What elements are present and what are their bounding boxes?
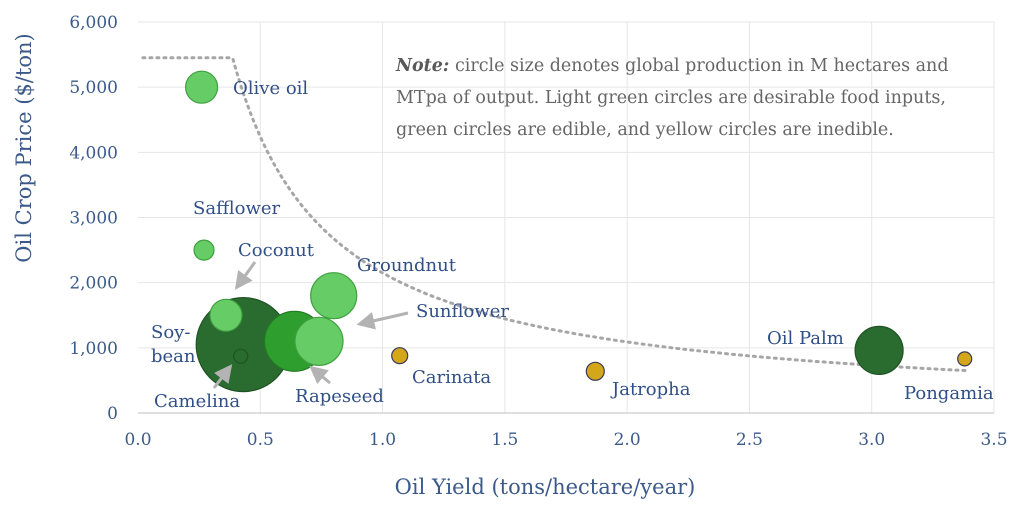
bubble-sunflower bbox=[294, 316, 344, 366]
grid-lines bbox=[138, 21, 995, 413]
label-olive-oil: Olive oil bbox=[233, 78, 308, 99]
chart-note: Note: circle size denotes global product… bbox=[396, 50, 986, 146]
y-tick-label: 4,000 bbox=[69, 143, 118, 163]
label-soybean-line1: Soy- bbox=[151, 322, 190, 343]
camelina-arrow bbox=[212, 364, 233, 389]
y-tick-label: 6,000 bbox=[69, 13, 118, 33]
x-tick-label: 1.0 bbox=[369, 430, 396, 450]
y-axis-title: Oil Crop Price ($/ton) bbox=[12, 33, 36, 262]
label-groundnut: Groundnut bbox=[357, 255, 457, 276]
bubble-olive-oil bbox=[185, 70, 219, 104]
label-sunflower: Sunflower bbox=[416, 301, 509, 322]
note-label: Note: bbox=[396, 56, 450, 76]
x-tick-label: 1.5 bbox=[491, 430, 518, 450]
y-tick-label: 0 bbox=[107, 404, 118, 424]
label-soybean-line2: bean bbox=[151, 346, 196, 367]
x-tick-labels: 0.0 0.5 1.0 1.5 2.0 2.5 3.0 3.5 bbox=[124, 430, 1007, 450]
label-camelina: Camelina bbox=[154, 391, 240, 412]
bubble-jatropha bbox=[585, 361, 605, 381]
label-safflower: Safflower bbox=[193, 198, 281, 219]
callout-arrows bbox=[212, 261, 409, 389]
x-tick-label: 2.0 bbox=[614, 430, 641, 450]
sunflower-arrow bbox=[356, 311, 409, 330]
bubble-oil-palm bbox=[854, 325, 904, 375]
label-jatropha: Jatropha bbox=[610, 379, 691, 400]
x-tick-label: 2.5 bbox=[736, 430, 763, 450]
y-tick-labels: 0 1,000 2,000 3,000 4,000 5,000 6,000 bbox=[69, 13, 118, 424]
bubble-carinata bbox=[391, 347, 409, 365]
label-pongamia: Pongamia bbox=[904, 383, 994, 404]
label-coconut: Coconut bbox=[238, 240, 315, 261]
x-tick-label: 0.0 bbox=[124, 430, 151, 450]
coconut-arrow bbox=[234, 261, 257, 290]
label-oil-palm: Oil Palm bbox=[767, 328, 844, 349]
trend-line bbox=[141, 56, 971, 373]
y-tick-label: 1,000 bbox=[69, 339, 118, 359]
x-axis-title: Oil Yield (tons/hectare/year) bbox=[395, 475, 696, 499]
x-tick-label: 0.5 bbox=[247, 430, 274, 450]
bubble-camelina bbox=[233, 348, 249, 364]
y-tick-label: 3,000 bbox=[69, 209, 118, 229]
bubble-pongamia bbox=[957, 351, 973, 367]
x-tick-label: 3.0 bbox=[858, 430, 885, 450]
bubble-groundnut bbox=[310, 272, 358, 320]
rapeseed-arrow bbox=[309, 365, 331, 385]
bubble-coconut bbox=[209, 298, 243, 332]
label-carinata: Carinata bbox=[412, 367, 491, 388]
note-text: circle size denotes global production in… bbox=[396, 56, 949, 140]
x-tick-label: 3.5 bbox=[980, 430, 1007, 450]
y-tick-label: 2,000 bbox=[69, 274, 118, 294]
label-rapeseed: Rapeseed bbox=[295, 386, 384, 407]
y-tick-label: 5,000 bbox=[69, 78, 118, 98]
bubble-safflower bbox=[193, 239, 215, 261]
